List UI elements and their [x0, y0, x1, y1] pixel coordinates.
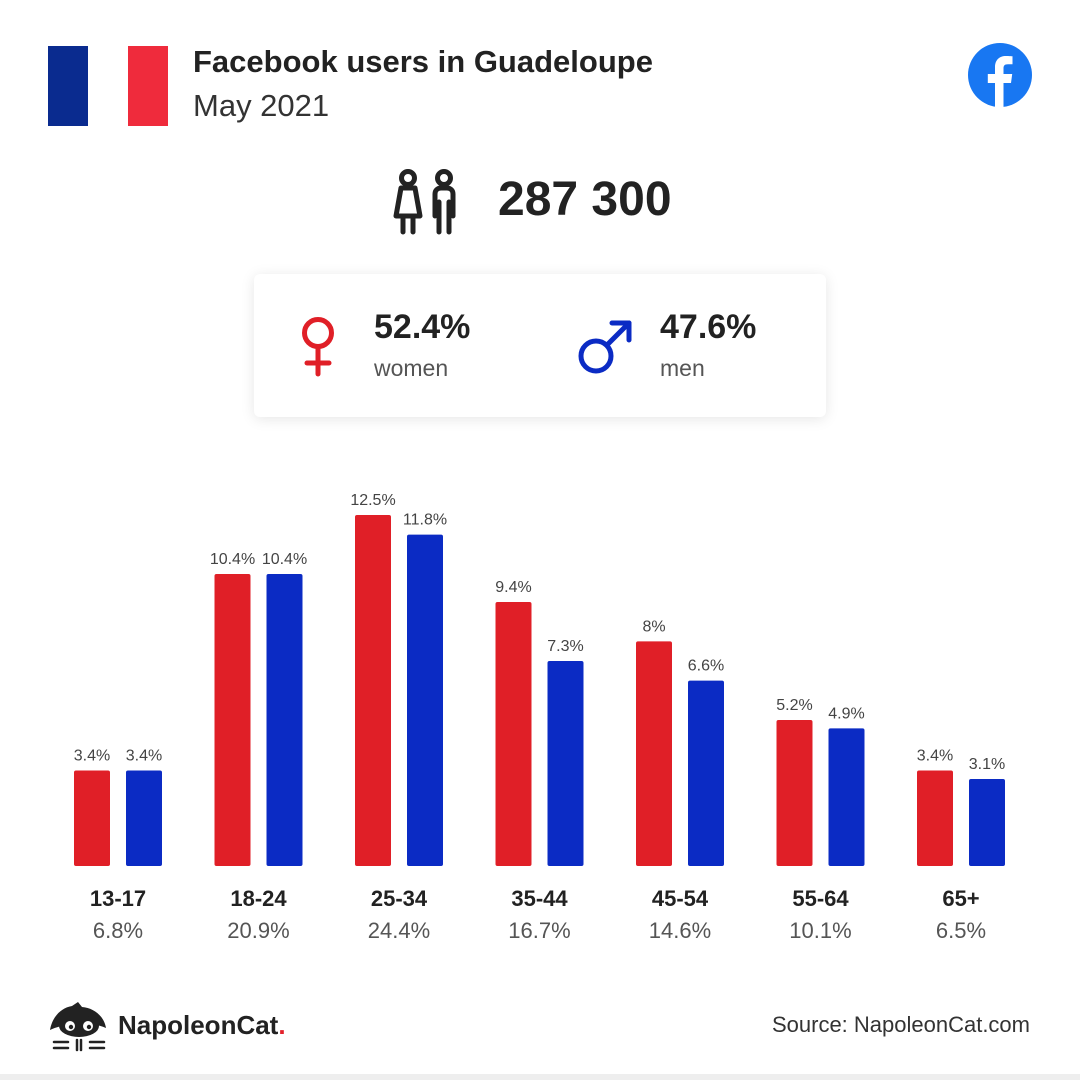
category-label-35-44: 35-44 — [511, 886, 568, 911]
age-gender-bar-chart: 3.4% 3.4% 13-17 6.8% 10.4% 10.4% 18-24 20.9% 12.… — [74, 492, 1005, 943]
category-total-55-64: 10.1% — [789, 918, 851, 943]
data-label-women-25-34: 12.5% — [350, 492, 395, 509]
data-label-women-35-44: 9.4% — [495, 579, 531, 596]
category-total-25-34: 24.4% — [368, 918, 430, 943]
data-label-men-13-17: 3.4% — [126, 748, 162, 765]
bar-women-45-54 — [636, 641, 672, 866]
data-label-women-18-24: 10.4% — [210, 551, 255, 568]
page-title: Facebook users in Guadeloupe — [193, 44, 653, 79]
bar-women-35-44 — [495, 602, 532, 866]
data-label-men-18-24: 10.4% — [262, 551, 307, 568]
bar-men-35-44 — [547, 661, 584, 866]
women-label: women — [374, 355, 449, 381]
category-label-13-17: 13-17 — [90, 886, 146, 911]
data-label-men-25-34: 11.8% — [403, 512, 447, 529]
brand-name-text: NapoleonCat — [118, 1010, 279, 1040]
bottom-strip — [0, 1074, 1080, 1080]
data-label-men-45-54: 6.6% — [688, 658, 724, 675]
users-count: 287 300 — [498, 173, 672, 226]
female-symbol-icon — [302, 317, 334, 377]
men-label: men — [660, 355, 705, 381]
bar-women-65+ — [917, 770, 953, 866]
data-label-women-65+: 3.4% — [917, 748, 953, 765]
france-flag — [48, 46, 168, 126]
data-label-women-55-64: 5.2% — [776, 697, 812, 714]
brand-dot: . — [278, 1010, 286, 1040]
users-icon — [393, 169, 456, 235]
flag-red-stripe — [128, 46, 168, 126]
category-total-65+: 6.5% — [936, 918, 986, 943]
bar-men-18-24 — [266, 573, 303, 866]
category-total-35-44: 16.7% — [508, 918, 570, 943]
data-label-women-45-54: 8% — [642, 618, 665, 635]
data-label-women-13-17: 3.4% — [74, 748, 110, 765]
data-label-men-65+: 3.1% — [969, 756, 1005, 773]
napoleoncat-logo-icon — [50, 1002, 106, 1052]
category-label-65+: 65+ — [942, 886, 979, 911]
bar-women-13-17 — [74, 770, 110, 866]
category-label-55-64: 55-64 — [792, 886, 849, 911]
male-symbol-icon — [578, 320, 632, 374]
gender-split-card: 52.4% women 47.6% men — [254, 274, 826, 417]
men-percentage: 47.6% — [660, 308, 757, 346]
bar-men-13-17 — [126, 770, 162, 866]
women-percentage: 52.4% — [374, 308, 471, 346]
category-label-45-54: 45-54 — [652, 886, 709, 911]
category-total-13-17: 6.8% — [93, 918, 143, 943]
source-credit: Source: NapoleonCat.com — [771, 1012, 1030, 1037]
bar-women-25-34 — [355, 515, 391, 866]
category-label-25-34: 25-34 — [371, 886, 428, 911]
users-total: 287 300 — [388, 168, 708, 238]
category-total-45-54: 14.6% — [649, 918, 711, 943]
category-label-18-24: 18-24 — [230, 886, 287, 911]
bar-men-65+ — [969, 778, 1005, 866]
category-total-18-24: 20.9% — [227, 918, 289, 943]
data-label-men-35-44: 7.3% — [547, 638, 583, 655]
facebook-logo-icon — [968, 43, 1032, 108]
bar-men-25-34 — [407, 534, 443, 866]
bar-men-55-64 — [828, 728, 865, 866]
bar-women-55-64 — [776, 719, 813, 866]
brand-name: NapoleonCat. — [118, 1010, 286, 1041]
bar-men-45-54 — [688, 680, 724, 866]
page-subtitle: May 2021 — [193, 88, 330, 123]
bar-women-18-24 — [214, 573, 251, 866]
data-label-men-55-64: 4.9% — [828, 705, 864, 722]
flag-blue-stripe — [48, 46, 88, 126]
